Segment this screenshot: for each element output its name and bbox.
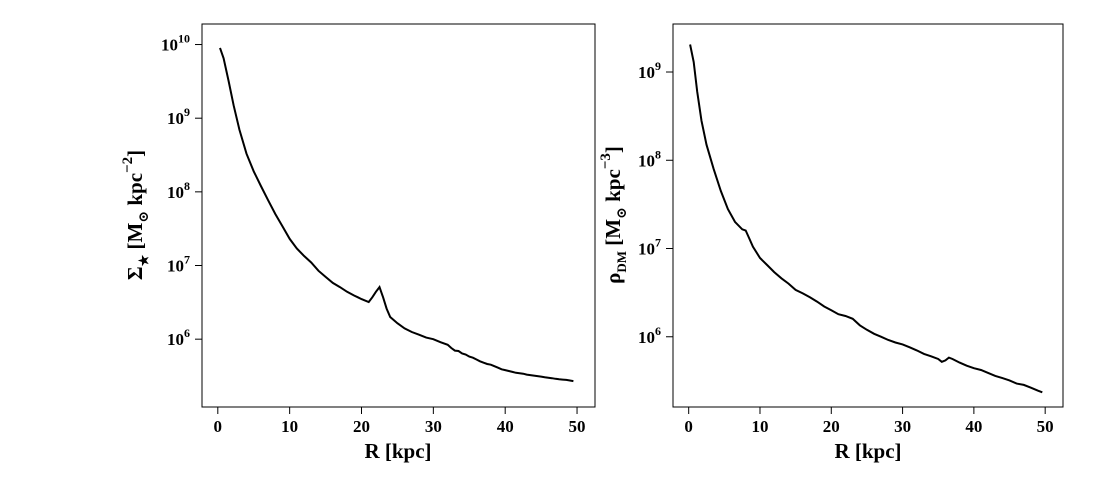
y-axis-label: Σ★ [M⊙ kpc−2]	[120, 150, 152, 280]
y-tick-label: 108	[638, 147, 661, 170]
x-tick-label: 30	[425, 417, 442, 436]
x-tick-label: 50	[569, 417, 586, 436]
y-tick-label: 106	[167, 326, 190, 349]
y-tick-label: 107	[167, 253, 190, 276]
x-axis-label: R [kpc]	[834, 439, 901, 463]
y-tick-label: 109	[167, 105, 190, 128]
y-tick-label: 107	[638, 236, 661, 259]
series-line	[689, 44, 1043, 394]
y-label-unit-open: [M	[601, 219, 625, 251]
y-ticks: 106 107 108 109 1010	[161, 32, 202, 349]
y-label-close: ]	[123, 150, 147, 157]
x-ticks: 0 10 20 30 40 50	[214, 407, 586, 436]
y-label-sun-symbol: ⊙	[137, 211, 152, 223]
x-tick-label: 50	[1037, 417, 1054, 436]
x-tick-label: 10	[281, 417, 298, 436]
y-label-symbol: ρ	[601, 273, 625, 284]
panel-dark-matter-density: 0 10 20 30 40 50 106 107 108 109 R [kpc] ρDM [M⊙…	[598, 23, 1064, 463]
plot-frame	[201, 23, 596, 408]
y-label-unit-mid: kpc	[601, 169, 625, 207]
plot-frame	[672, 23, 1064, 408]
y-ticks: 106 107 108 109	[638, 59, 673, 347]
y-label-subscript: DM	[614, 251, 629, 273]
x-tick-label: 40	[497, 417, 514, 436]
x-tick-label: 0	[214, 417, 223, 436]
series-line	[219, 47, 574, 383]
y-tick-label: 1010	[161, 32, 190, 55]
x-tick-label: 10	[751, 417, 768, 436]
panel-stellar-surface-density: 0 10 20 30 40 50 106 107 108 109 1010 R [kpc] Σ★ …	[120, 23, 596, 463]
y-tick-label: 108	[167, 179, 190, 202]
x-tick-label: 40	[965, 417, 982, 436]
x-tick-label: 30	[894, 417, 911, 436]
y-tick-label: 106	[638, 324, 661, 347]
x-tick-label: 20	[823, 417, 840, 436]
y-label-symbol: Σ	[123, 266, 147, 280]
x-ticks: 0 10 20 30 40 50	[684, 407, 1054, 436]
x-tick-label: 20	[353, 417, 370, 436]
y-label-exponent: −3	[598, 153, 614, 169]
y-label-unit-open: [M	[123, 222, 147, 254]
y-tick-label: 109	[638, 59, 661, 82]
y-label-sun-symbol: ⊙	[615, 207, 630, 219]
x-axis-label: R [kpc]	[364, 439, 431, 463]
y-label-unit-mid: kpc	[123, 173, 147, 211]
x-tick-label: 0	[684, 417, 693, 436]
y-axis-label: ρDM [M⊙ kpc−3]	[598, 146, 630, 284]
y-label-subscript: ★	[136, 254, 151, 266]
y-label-close: ]	[601, 146, 625, 153]
y-label-exponent: −2	[120, 157, 136, 173]
